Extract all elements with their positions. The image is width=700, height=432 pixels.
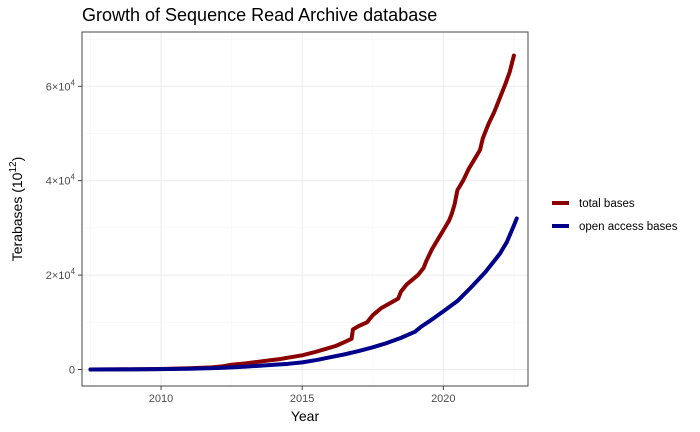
legend-label-open-access-bases: open access bases	[579, 221, 678, 233]
y-axis: 0 2×104 4×104 6×104	[46, 78, 82, 376]
x-axis: 2010 2015 2020	[149, 386, 456, 405]
y-tick-label: 2×104	[46, 267, 76, 282]
x-tick-label: 2020	[431, 393, 455, 405]
legend: total bases open access bases	[552, 198, 678, 233]
x-tick-label: 2010	[149, 393, 173, 405]
series-line-open-access-bases	[88, 216, 519, 372]
x-axis-title: Year	[291, 408, 320, 424]
y-tick-label: 0	[69, 364, 75, 376]
plot-panel-border	[81, 31, 529, 387]
y-tick-label: 4×104	[46, 173, 76, 188]
grid-lines	[82, 32, 528, 386]
series-line-total-bases	[88, 53, 516, 372]
x-tick-label: 2015	[290, 393, 314, 405]
chart-title: Growth of Sequence Read Archive database	[82, 5, 437, 25]
y-tick-label: 6×104	[46, 78, 76, 93]
y-axis-title: Terabases (1012)	[8, 157, 25, 262]
legend-label-total-bases: total bases	[579, 198, 635, 210]
plot-series	[88, 53, 519, 372]
